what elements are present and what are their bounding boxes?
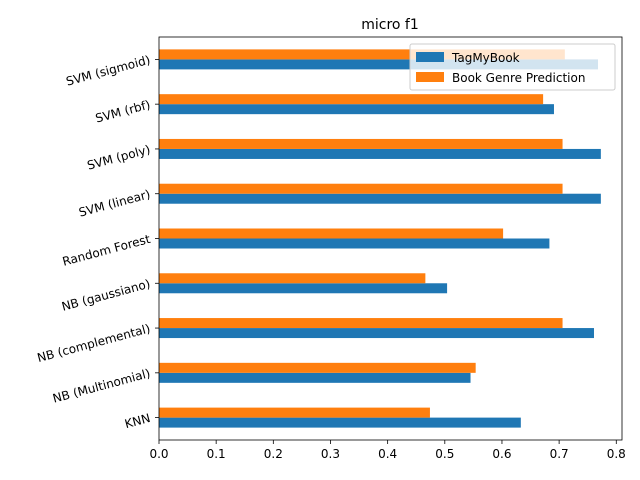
y-tick-label: SVM (sigmoid): [65, 53, 152, 89]
y-tick-label: SVM (linear): [77, 187, 151, 219]
bar: [159, 193, 601, 204]
bar: [159, 228, 504, 239]
y-tick-label: NB (gaussiano): [60, 277, 152, 314]
bar: [159, 328, 594, 339]
legend-swatch: [416, 72, 444, 82]
x-tick-label: 0.0: [149, 447, 168, 461]
y-tick-label: KNN: [123, 411, 152, 431]
legend-box: [409, 43, 616, 91]
bar: [159, 49, 565, 60]
bar: [159, 148, 601, 159]
bar: [159, 283, 448, 294]
x-tick-label: 0.2: [264, 447, 283, 461]
bar: [159, 372, 471, 383]
x-tick-label: 0.6: [492, 447, 511, 461]
bar: [159, 94, 544, 105]
bar: [159, 407, 430, 418]
x-tick-label: 0.1: [207, 447, 226, 461]
bar: [159, 104, 554, 115]
bar: [159, 362, 476, 373]
bar: [159, 238, 550, 249]
y-tick-label: SVM (poly): [86, 142, 152, 172]
legend: TagMyBook Book Genre Prediction: [409, 43, 616, 91]
y-tick-label: Random Forest: [61, 232, 152, 269]
legend-label: Book Genre Prediction: [452, 71, 585, 85]
bar: [159, 59, 598, 70]
x-tick-label: 0.5: [435, 447, 454, 461]
bar: [159, 417, 521, 428]
bar: [159, 318, 563, 329]
y-tick-label: SVM (rbf): [94, 98, 152, 126]
bar: [159, 273, 426, 284]
y-tick-label: NB (complemental): [36, 321, 152, 365]
chart-title: micro f1: [361, 17, 419, 33]
x-tick-label: 0.3: [321, 447, 340, 461]
legend-label: TagMyBook: [451, 51, 520, 65]
y-tick-label: NB (Multinomial): [51, 366, 152, 406]
bar: [159, 183, 563, 194]
x-tick-label: 0.4: [378, 447, 397, 461]
bars: [159, 49, 601, 428]
x-tick-label: 0.7: [550, 447, 569, 461]
bar: [159, 138, 563, 149]
x-tick-label: 0.8: [607, 447, 626, 461]
legend-swatch: [416, 52, 444, 62]
